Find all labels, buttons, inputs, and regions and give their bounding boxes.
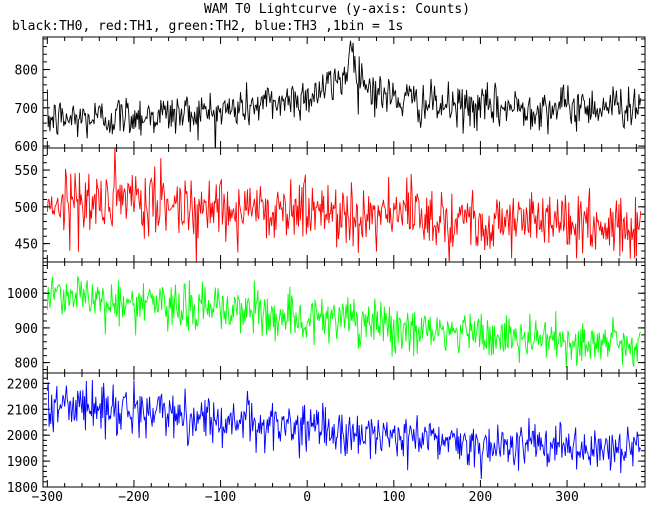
x-tick-label: −200 (118, 490, 149, 505)
y-tick-label: 2100 (7, 403, 38, 418)
y-tick-label: 2000 (7, 429, 38, 444)
panel-frame (42, 36, 646, 149)
panels-group: 600 700 800 450 500 550 800 900 1000 1800 1900 2000… (7, 36, 646, 496)
x-tick-label: 0 (303, 490, 311, 505)
chart-legend-note: black:TH0, red:TH1, green:TH2, blue:TH3 … (12, 19, 403, 34)
y-tick-label: 900 (15, 322, 38, 337)
chart-title: WAM T0 Lightcurve (y-axis: Counts) (204, 2, 470, 17)
x-tick-label: −300 (32, 490, 63, 505)
y-tick-label: 800 (15, 357, 38, 372)
panel-th0: 600 700 800 (15, 36, 646, 155)
y-tick-label: 1900 (7, 455, 38, 470)
y-tick-label: 500 (15, 201, 38, 216)
panel-th1: 450 500 550 (15, 147, 646, 263)
panel-th2: 800 900 1000 (7, 261, 646, 374)
y-tick-label: 700 (15, 102, 38, 117)
y-tick-label: 450 (15, 238, 38, 253)
series-line-th3 (46, 379, 642, 479)
y-tick-label: 550 (15, 164, 38, 179)
y-tick-label: 800 (15, 64, 38, 79)
x-tick-label: −100 (205, 490, 236, 505)
x-tick-label: 100 (382, 490, 405, 505)
y-tick-label: 2200 (7, 377, 38, 392)
x-tick-label: 300 (555, 490, 578, 505)
y-tick-label: 1800 (7, 481, 38, 496)
x-tick-label: 200 (469, 490, 492, 505)
x-axis: −300 −200 −100 0 100 200 300 (32, 490, 579, 505)
y-tick-label: 600 (15, 140, 38, 155)
series-line-th2 (46, 275, 642, 368)
series-line-th1 (46, 148, 642, 262)
series-line-th0 (46, 40, 642, 148)
y-tick-label: 1000 (7, 287, 38, 302)
panel-th3: 1800 1900 2000 2100 2200 (7, 372, 646, 496)
